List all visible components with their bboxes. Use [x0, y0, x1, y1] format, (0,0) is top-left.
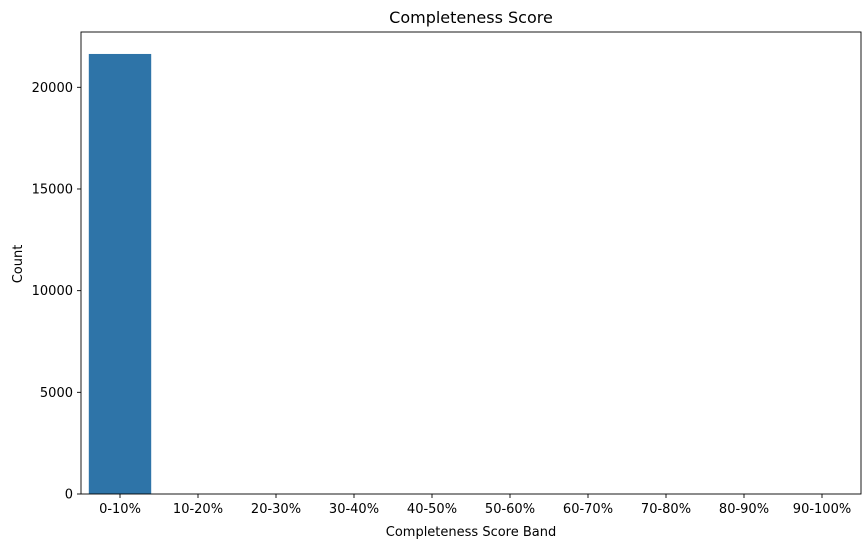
x-tick-label: 0-10% [99, 502, 141, 517]
x-axis: 0-10% 10-20% 20-30% 30-40% 40-50% 50-60% 60-70… [99, 494, 851, 517]
x-tick-label: 30-40% [329, 502, 379, 517]
x-tick-label: 50-60% [485, 502, 535, 517]
x-axis-label: Completeness Score Band [386, 525, 557, 540]
x-tick-label: 60-70% [563, 502, 613, 517]
y-axis-label: Count [11, 245, 26, 284]
y-tick-label: 20000 [32, 81, 73, 96]
bar-0-10% [88, 53, 152, 495]
x-tick-label: 20-30% [251, 502, 301, 517]
x-tick-label: 90-100% [793, 502, 851, 517]
plot-area [80, 31, 862, 495]
y-tick-label: 5000 [40, 386, 73, 401]
x-tick-label: 70-80% [641, 502, 691, 517]
y-tick-label: 15000 [32, 182, 73, 197]
x-tick-label: 40-50% [407, 502, 457, 517]
chart-title: Completeness Score [389, 8, 553, 27]
x-tick-label: 10-20% [173, 502, 223, 517]
y-tick-label: 10000 [32, 284, 73, 299]
y-tick-label: 0 [65, 488, 73, 503]
plot-frame [80, 31, 862, 495]
y-axis: 0 5000 10000 15000 20000 [32, 81, 81, 503]
x-tick-label: 80-90% [719, 502, 769, 517]
